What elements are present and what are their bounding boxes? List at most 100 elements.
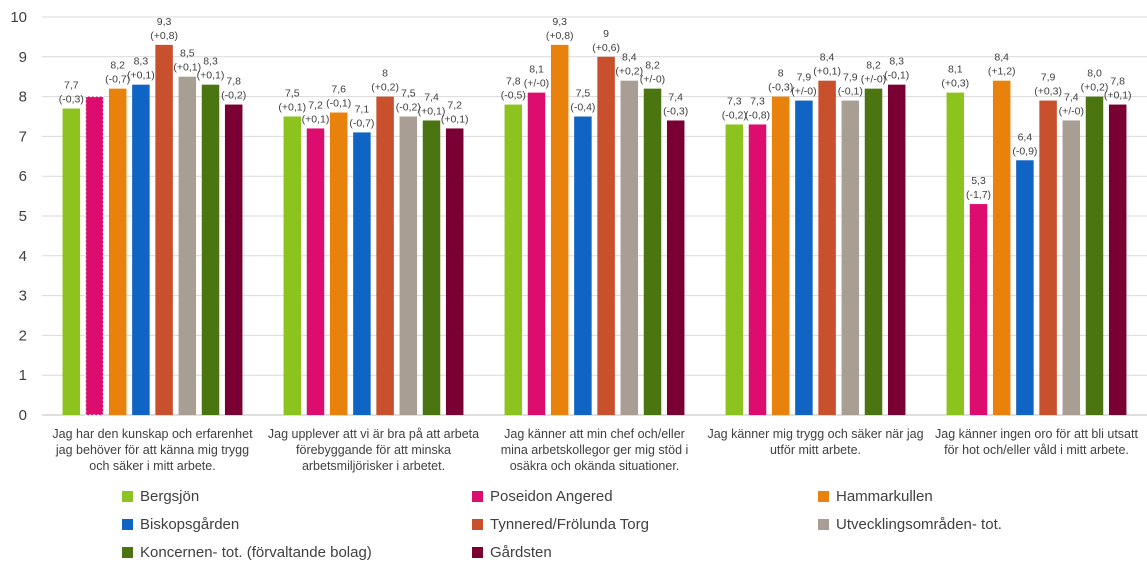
y-tick-label: 6 xyxy=(19,168,27,185)
data-label-change: (-0,1) xyxy=(884,70,909,82)
bar xyxy=(841,100,860,415)
data-label-value: 7,4 xyxy=(668,91,683,103)
data-label-value: 7,7 xyxy=(64,80,79,92)
data-label-change: (-0,2) xyxy=(722,109,747,121)
y-tick-label: 2 xyxy=(19,327,27,344)
data-label-change: (+0,1) xyxy=(441,113,469,125)
category-label: Jag känner ingen oro för att bli utsatt xyxy=(935,427,1138,441)
data-label-change: (-0,7) xyxy=(349,117,374,129)
bar xyxy=(422,120,441,415)
data-label-change: (-0,4) xyxy=(570,102,595,114)
bar xyxy=(748,124,767,416)
bar xyxy=(666,120,685,415)
bar xyxy=(1085,96,1104,415)
data-label-change: (+0,3) xyxy=(1034,86,1062,98)
bar xyxy=(620,80,639,416)
data-label-value: 5,3 xyxy=(971,175,986,187)
data-label-value: 8,4 xyxy=(622,52,637,64)
data-label-change: (+1,2) xyxy=(988,66,1016,78)
data-label-value: 7,4 xyxy=(424,91,439,103)
data-label-change: (-0,3) xyxy=(663,105,688,117)
data-label-change: (-0,5) xyxy=(501,90,526,102)
category-label: osäkra och okända situationer. xyxy=(510,459,680,473)
y-tick-label: 3 xyxy=(19,288,27,305)
data-label-value: 7,9 xyxy=(1041,72,1056,84)
category-label: Jag har den kunskap och erfarenhet xyxy=(52,427,253,441)
bar xyxy=(1039,100,1057,415)
bar xyxy=(329,112,348,416)
bar xyxy=(550,44,569,416)
bar xyxy=(306,128,325,415)
data-label-change: (-0,2) xyxy=(221,90,246,102)
data-label-value: 8,0 xyxy=(1087,68,1102,80)
bar xyxy=(992,80,1011,416)
data-label-value: 7,1 xyxy=(355,103,370,115)
category-label: mina arbetskollegor ger mig stöd i xyxy=(501,443,689,457)
data-label-value: 7,6 xyxy=(331,84,346,96)
bar xyxy=(1016,160,1034,415)
data-label-change: (+0,1) xyxy=(302,113,330,125)
data-label-change: (+0,1) xyxy=(278,102,306,114)
y-tick-label: 5 xyxy=(19,208,27,225)
data-label-value: 7,2 xyxy=(447,99,462,111)
data-label-value: 7,8 xyxy=(1110,76,1125,88)
bar xyxy=(283,116,302,415)
data-label-change: (+/-0) xyxy=(791,86,816,98)
bar xyxy=(643,88,662,415)
category-label: utför mitt arbete. xyxy=(770,443,861,457)
bar xyxy=(887,84,906,415)
data-label-change: (-0,2) xyxy=(396,102,421,114)
data-label-change: (+/-0) xyxy=(1059,105,1084,117)
data-label-value: 7,5 xyxy=(285,88,300,100)
data-label-change: (+0,1) xyxy=(127,70,155,82)
data-label-change: (+0,8) xyxy=(546,30,574,42)
bar xyxy=(574,116,592,415)
bar xyxy=(795,100,813,415)
data-label-change: (+0,2) xyxy=(1081,82,1109,94)
data-label-value: 7,8 xyxy=(226,76,241,88)
bar xyxy=(504,104,523,415)
data-label-change: (-0,1) xyxy=(326,98,351,110)
data-label-change: (+0,1) xyxy=(418,105,446,117)
bar xyxy=(818,80,836,416)
data-label-change: (+0,2) xyxy=(615,66,643,78)
data-label-value: 8,2 xyxy=(645,60,660,72)
data-label-value: 8,4 xyxy=(820,52,835,64)
data-label-value: 8,1 xyxy=(948,64,963,76)
data-label-change: (+0,1) xyxy=(813,66,841,78)
data-label-value: 9,3 xyxy=(157,16,172,28)
data-label-value: 7,3 xyxy=(727,95,742,107)
bar xyxy=(353,132,371,416)
data-label-value: 8 xyxy=(382,68,388,80)
data-label-value: 7,9 xyxy=(843,72,858,84)
bar xyxy=(201,84,220,415)
data-label-change: (-0,3) xyxy=(59,94,84,106)
data-label-value: 7,8 xyxy=(506,76,521,88)
bar xyxy=(725,124,744,416)
data-label-change: (-0,1) xyxy=(838,86,863,98)
y-tick-label: 4 xyxy=(19,248,27,265)
bar xyxy=(62,108,81,415)
data-label-change: (+0,8) xyxy=(150,30,178,42)
bar xyxy=(1062,120,1081,415)
data-label-change: (-0,3) xyxy=(768,82,793,94)
category-label: Jag upplever att vi är bra på att arbeta xyxy=(268,427,479,441)
bar xyxy=(399,116,418,415)
data-label-value: 9 xyxy=(603,28,609,40)
data-label-change: (-0,9) xyxy=(1012,145,1037,157)
data-label-value: 8,5 xyxy=(180,48,195,60)
y-tick-label: 7 xyxy=(19,128,27,145)
data-label-value: 7,2 xyxy=(308,99,323,111)
category-label: för hot och/eller våld i mitt arbete. xyxy=(944,443,1129,457)
data-label-change: (+/-0) xyxy=(640,74,665,86)
data-label-value: 7,9 xyxy=(797,72,812,84)
bar xyxy=(445,128,464,415)
bar xyxy=(969,204,988,415)
data-label-value: 8,2 xyxy=(110,60,125,72)
data-label-value: 7,4 xyxy=(1064,91,1079,103)
category-label: förebyggande för att minska xyxy=(296,443,451,457)
data-label-change: (+/-0) xyxy=(524,78,549,90)
bar xyxy=(178,76,197,415)
bar xyxy=(946,92,965,416)
data-label-change: (+0,6) xyxy=(592,42,620,54)
